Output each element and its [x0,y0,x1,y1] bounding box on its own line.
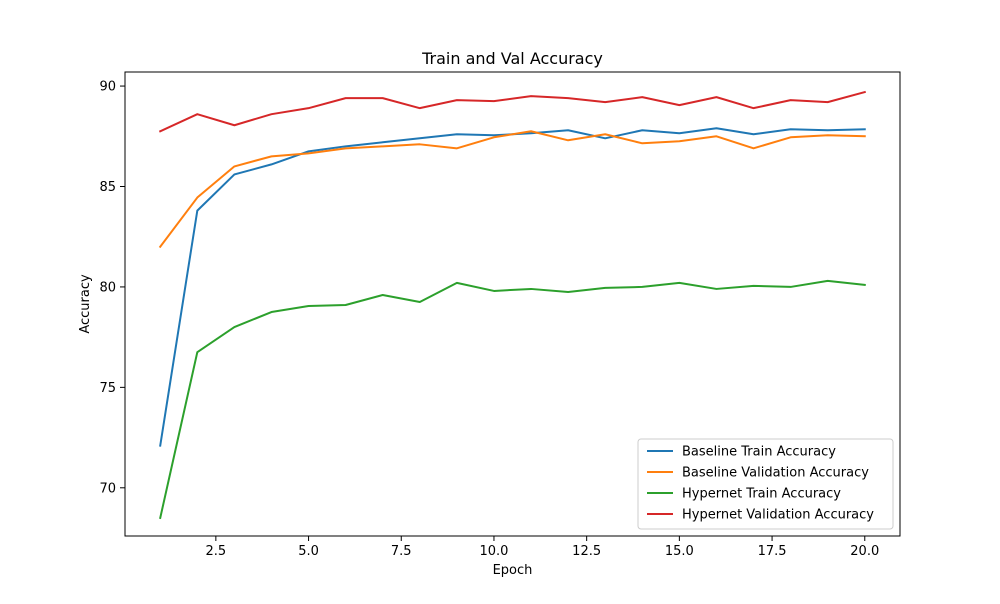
series-line-baseline-validation-accuracy [158,130,866,249]
plot-lines [158,90,866,520]
legend: Baseline Train Accuracy Baseline Validati… [637,438,894,530]
series-line-hypernet-validation-accuracy [158,90,866,133]
x-tick-label: 20.0 [850,544,879,559]
x-tick-label: 7.5 [391,544,412,559]
legend-label-baseline-train-accuracy: Baseline Train Accuracy [682,445,836,460]
y-tick-label: 85 [99,180,116,195]
y-tick-label: 90 [99,80,116,95]
legend-box [637,438,894,530]
series-line-hypernet-train-accuracy [159,279,866,520]
x-tick-label: 17.5 [758,544,787,559]
legend-label-hypernet-train-accuracy: Hypernet Train Accuracy [682,487,841,502]
legend-label-hypernet-validation-accuracy: Hypernet Validation Accuracy [682,508,874,523]
y-tick-label: 70 [99,481,116,496]
x-tick-label: 5.0 [298,544,319,559]
y-tick-label: 75 [99,381,116,396]
y-axis-label: Accuracy [78,274,93,334]
x-tick-label: 12.5 [572,544,601,559]
y-tick-label: 80 [99,280,116,295]
chart-title: Train and Val Accuracy [421,49,603,68]
legend-label-baseline-validation-accuracy: Baseline Validation Accuracy [682,466,869,481]
x-tick-label: 2.5 [206,544,227,559]
x-tick-label: 15.0 [665,544,694,559]
plot-frame [124,71,901,537]
x-tick-label: 10.0 [479,544,508,559]
axis-ticks: 2.5 5.0 7.5 10.0 12.5 15.0 17.5 20.0 70 75 80 85 90 [99,80,879,559]
x-axis-label: Epoch [493,563,533,578]
